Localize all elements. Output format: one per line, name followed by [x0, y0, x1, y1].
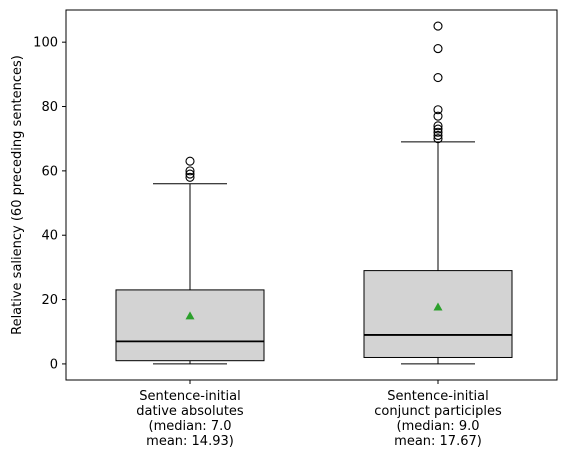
- x-tick-label-line: (median: 7.0: [149, 419, 232, 434]
- x-tick-label-line: Sentence-initial: [387, 389, 488, 404]
- x-tick-label-2: Sentence-initial conjunct participles (med…: [374, 389, 502, 449]
- x-tick-label-line: Sentence-initial: [139, 389, 240, 404]
- outlier-point: [433, 127, 443, 137]
- outlier-point: [185, 172, 195, 182]
- outlier-point: [433, 73, 443, 83]
- outlier-point: [433, 105, 443, 115]
- outlier-point: [433, 121, 443, 131]
- plot-area: [115, 21, 513, 365]
- outlier-point: [433, 21, 443, 31]
- box-iqr: [363, 270, 513, 358]
- outlier-point: [185, 156, 195, 166]
- x-tick-label-line: (median: 9.0: [397, 419, 480, 434]
- outlier-point: [433, 134, 443, 144]
- x-tick-label-line: mean: 14.93): [146, 434, 234, 449]
- mean-marker: [185, 311, 195, 320]
- y-tick-label: 40: [41, 229, 58, 244]
- x-tick-label-1: Sentence-initial dative absolutes (median:…: [136, 389, 244, 449]
- y-axis: 0 20 40 60 80 100: [33, 36, 66, 372]
- outlier-point: [433, 44, 443, 54]
- y-tick-label: 0: [50, 357, 58, 372]
- x-tick-label-line: dative absolutes: [136, 404, 244, 419]
- box-group-1: [115, 156, 265, 365]
- y-tick-label: 60: [41, 164, 58, 179]
- outlier-point: [433, 111, 443, 121]
- box-iqr: [115, 289, 265, 362]
- y-tick-label: 20: [41, 293, 58, 308]
- y-tick-label: 80: [41, 100, 58, 115]
- outlier-point: [185, 166, 195, 176]
- outlier-point: [433, 124, 443, 134]
- y-axis-label: Relative saliency (60 preceding sentence…: [10, 55, 25, 335]
- x-tick-label-line: mean: 17.67): [394, 434, 482, 449]
- x-axis: Sentence-initial dative absolutes (median:…: [136, 380, 502, 449]
- axes-frame: [65, 9, 558, 381]
- outlier-point: [185, 169, 195, 179]
- box-group-2: [363, 21, 513, 365]
- mean-marker: [433, 302, 443, 311]
- outlier-point: [433, 130, 443, 141]
- y-tick-label: 100: [33, 36, 58, 51]
- x-tick-label-line: conjunct participles: [374, 404, 502, 419]
